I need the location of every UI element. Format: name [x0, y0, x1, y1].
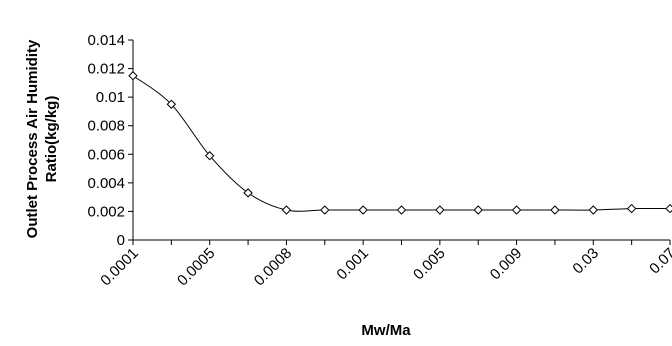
x-ticks: 0.0001 0.0005 0.0008 0.001 0.005 0.009 0.03 0.0…: [97, 240, 672, 289]
x-tick-label: 0.0008: [251, 245, 295, 289]
x-tick-label: 0.07: [646, 245, 672, 278]
data-point-marker: [550, 205, 560, 215]
data-point-marker: [166, 99, 177, 109]
y-tick-label: 0: [117, 232, 125, 249]
series: [128, 71, 672, 215]
y-tick-label: 0.012: [87, 61, 125, 78]
data-point-marker: [435, 205, 445, 215]
y-tick-label: 0.004: [87, 175, 125, 192]
y-ticks: 0 0.002 0.004 0.006 0.008 0.01 0.012 0.014: [87, 32, 133, 249]
y-axis-title-line-2: Ratio(kg/kg): [43, 96, 60, 183]
x-axis-title: Mw/Ma: [361, 322, 411, 339]
x-tick-label: 0.03: [569, 245, 602, 278]
y-axis-title: Outlet Process Air Humidity Ratio(kg/kg): [24, 39, 60, 238]
data-point-marker: [511, 205, 522, 215]
data-point-marker: [243, 188, 253, 198]
y-tick-label: 0.002: [87, 203, 125, 220]
data-point-marker: [396, 205, 407, 215]
y-tick-label: 0.006: [87, 146, 125, 163]
y-tick-label: 0.01: [96, 89, 125, 106]
data-point-marker: [128, 71, 138, 81]
y-tick-label: 0.014: [87, 32, 125, 49]
data-point-marker: [473, 205, 483, 215]
data-point-marker: [588, 205, 598, 215]
x-tick-label: 0.005: [410, 245, 449, 284]
data-point-marker: [320, 205, 330, 215]
y-axis-title-line-1: Outlet Process Air Humidity: [24, 39, 41, 238]
data-point-marker: [205, 151, 215, 161]
x-tick-label: 0.001: [333, 245, 372, 284]
x-tick-label: 0.0005: [174, 245, 218, 289]
series-line: [132, 75, 671, 212]
data-point-marker: [358, 205, 368, 215]
x-tick-label: 0.0001: [97, 245, 141, 289]
data-point-marker: [665, 203, 672, 214]
data-point-marker: [281, 205, 292, 215]
data-point-marker: [626, 203, 637, 214]
x-tick-label: 0.009: [487, 245, 526, 284]
y-tick-label: 0.008: [87, 118, 125, 135]
